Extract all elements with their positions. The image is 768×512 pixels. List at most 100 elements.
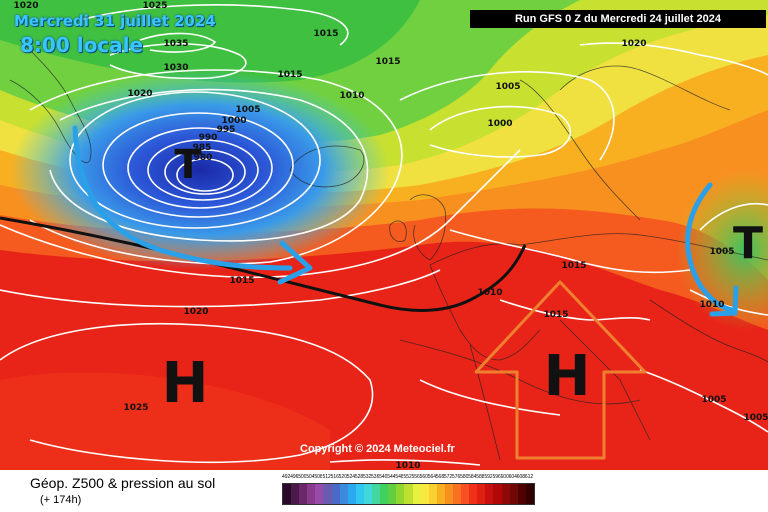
color-scale-swatch bbox=[315, 484, 324, 504]
isobar-1010 bbox=[29, 69, 403, 265]
isobar-label: 1015 bbox=[229, 276, 254, 286]
color-scale-swatch bbox=[452, 484, 462, 504]
color-scale-swatch bbox=[347, 484, 356, 504]
isobar-label: 1005 bbox=[495, 82, 520, 92]
isobar-med bbox=[419, 379, 561, 416]
color-scale-swatch bbox=[339, 484, 348, 504]
low-pressure-symbol: T bbox=[733, 218, 763, 269]
color-scale-label: 576 bbox=[451, 474, 461, 480]
color-scale-swatch bbox=[412, 484, 421, 504]
color-scale-swatch bbox=[469, 484, 478, 504]
isobar-label: 1020 bbox=[13, 1, 38, 11]
color-scale-swatch bbox=[355, 484, 364, 504]
z500-south-orange bbox=[0, 372, 330, 470]
color-scale-label: 564 bbox=[427, 474, 436, 480]
color-scale-swatch bbox=[493, 484, 502, 504]
legend-footer: Géop. Z500 & pression au sol (+ 174h) 49… bbox=[0, 470, 768, 512]
color-scale-swatch bbox=[477, 484, 486, 504]
isobar-label: 1005 bbox=[743, 413, 768, 423]
isobar-low-985 bbox=[147, 139, 259, 201]
color-scale-label: 596 bbox=[492, 474, 501, 480]
color-scale-label: 536 bbox=[371, 474, 380, 480]
color-scale-swatch bbox=[291, 484, 300, 504]
color-scale-label: 544 bbox=[387, 474, 396, 480]
isobar-1015 bbox=[0, 149, 521, 278]
color-scale-swatch bbox=[436, 484, 445, 504]
isobar-label: 980 bbox=[194, 153, 213, 163]
cold-front-line bbox=[0, 216, 527, 312]
isobar-label: 1010 bbox=[699, 300, 724, 310]
color-scale-swatch bbox=[444, 484, 453, 504]
isobar-label: 1035 bbox=[163, 39, 188, 49]
isobars bbox=[0, 4, 768, 466]
color-scale-label: 572 bbox=[443, 474, 452, 480]
isobar-1020-east bbox=[579, 42, 768, 76]
color-scale-label: 524 bbox=[346, 474, 355, 480]
isobar-label: 1020 bbox=[183, 307, 208, 317]
isobar-label: 1005 bbox=[701, 395, 726, 405]
flow-arrow-west-head-icon bbox=[277, 240, 313, 285]
high-pressure-symbol: H bbox=[162, 351, 209, 416]
color-scale-bar bbox=[282, 483, 535, 505]
color-scale-label: 556 bbox=[411, 474, 420, 480]
isobar-label: 1010 bbox=[339, 91, 364, 101]
isobar-1000-north bbox=[429, 105, 572, 158]
color-scale-swatch bbox=[299, 484, 308, 504]
coastlines bbox=[9, 39, 768, 461]
color-scale-labels: 492 496 500 504 508 512 516 520 524 528 532 536 540 5… bbox=[282, 472, 535, 483]
isobar-label: 1005 bbox=[235, 105, 260, 115]
color-scale-label: 568 bbox=[435, 474, 444, 480]
isobar-label: 1025 bbox=[123, 403, 148, 413]
isobar-label: 1005 bbox=[709, 247, 734, 257]
color-scale-label: 600 bbox=[500, 474, 509, 480]
color-scale-label: 548 bbox=[395, 474, 404, 480]
color-scale-label: 504 bbox=[306, 474, 315, 480]
color-scale-label: 560 bbox=[419, 474, 428, 480]
color-scale-label: 496 bbox=[290, 474, 299, 480]
color-scale-label: 508 bbox=[314, 474, 323, 480]
isobar-1015-alps bbox=[499, 299, 651, 321]
color-scale-swatch bbox=[517, 484, 526, 504]
color-scale-swatch bbox=[331, 484, 340, 504]
isobar-low-1000 bbox=[69, 91, 321, 229]
isobar-1025 bbox=[0, 323, 374, 463]
isobar-label: 1015 bbox=[561, 261, 586, 271]
color-scale-swatch bbox=[428, 484, 437, 504]
color-scale-label: 552 bbox=[403, 474, 412, 480]
color-scale-label: 608 bbox=[516, 474, 525, 480]
isobar-1005-se bbox=[639, 369, 768, 433]
isobar-label: 1000 bbox=[487, 119, 512, 129]
valid-date: Mercredi 31 juillet 2024 bbox=[14, 12, 216, 30]
color-scale-swatch bbox=[509, 484, 518, 504]
color-scale-label: 516 bbox=[330, 474, 339, 480]
color-scale-label: 584 bbox=[468, 474, 477, 480]
color-scale-swatch bbox=[501, 484, 510, 504]
isobar-1005 bbox=[49, 88, 369, 242]
color-scale-swatch bbox=[485, 484, 494, 504]
isobar-label: 1015 bbox=[313, 29, 338, 39]
isobar-low-990 bbox=[127, 127, 273, 209]
color-scale-label: 588 bbox=[476, 474, 485, 480]
isobar-label: 985 bbox=[193, 143, 212, 153]
color-scale-swatch bbox=[404, 484, 413, 504]
color-scale-label: 532 bbox=[362, 474, 372, 480]
isobar-label: 1030 bbox=[163, 63, 188, 73]
isobar-label: 995 bbox=[217, 125, 236, 135]
color-scale-label: 592 bbox=[484, 474, 493, 480]
color-scale-swatch bbox=[461, 484, 470, 504]
run-info-banner: Run GFS 0 Z du Mercredi 24 juillet 2024 bbox=[470, 10, 766, 28]
valid-time: 8:00 locale bbox=[20, 33, 144, 57]
color-scale-label: 528 bbox=[354, 474, 363, 480]
product-title: Géop. Z500 & pression au sol bbox=[30, 475, 216, 491]
isobar-1010-south bbox=[329, 459, 481, 466]
color-scale-swatch bbox=[420, 484, 429, 504]
isobar-1025-north bbox=[79, 4, 349, 46]
color-scale-swatch bbox=[283, 484, 292, 504]
copyright: Copyright © 2024 Meteociel.fr bbox=[300, 443, 455, 455]
isobar-1005-north bbox=[399, 71, 615, 161]
isobar-low-980 bbox=[164, 149, 246, 195]
isobar-1035 bbox=[139, 32, 217, 53]
z500-color-scale: 492 496 500 504 508 512 516 520 524 528 532 536 540 5… bbox=[282, 472, 535, 505]
isobar-1020 bbox=[0, 269, 441, 308]
low-pressure-symbol: T bbox=[174, 142, 202, 188]
